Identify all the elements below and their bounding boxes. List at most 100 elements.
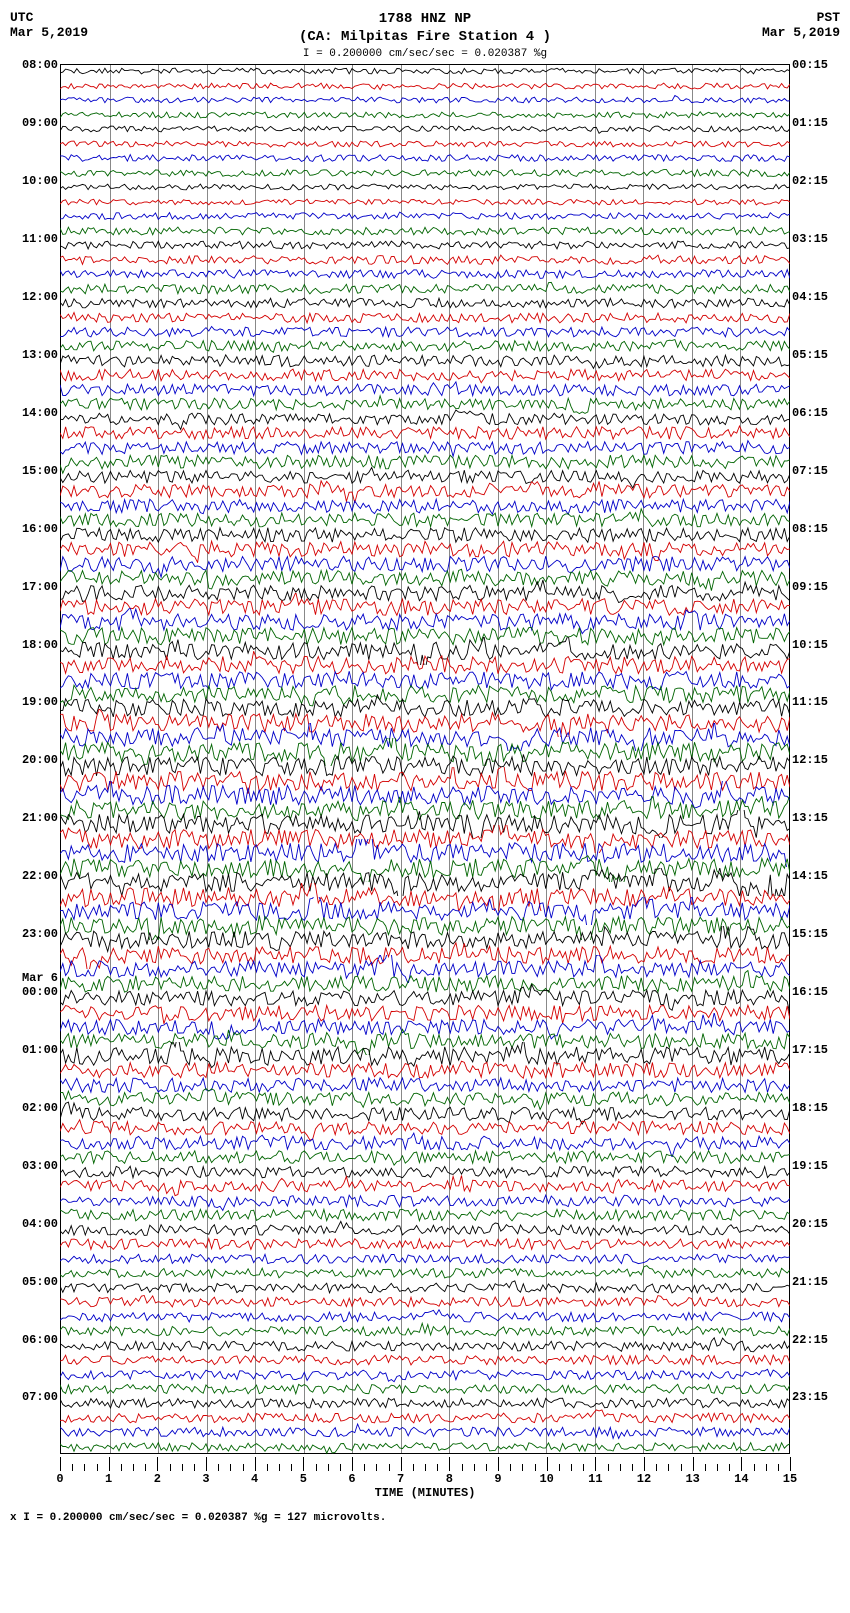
xtick-minor xyxy=(145,1464,146,1471)
header-left: UTC Mar 5,2019 xyxy=(10,10,100,40)
xtick-minor xyxy=(97,1464,98,1471)
pst-time-label: 02:15 xyxy=(792,174,840,188)
xtick-minor xyxy=(754,1464,755,1471)
xtick-minor xyxy=(766,1464,767,1471)
pst-time-label: 13:15 xyxy=(792,811,840,825)
utc-time-label: 18:00 xyxy=(10,638,58,652)
xtick-minor xyxy=(291,1464,292,1471)
xtick-minor xyxy=(608,1464,609,1471)
pst-time-label: 21:15 xyxy=(792,1275,840,1289)
xtick-minor xyxy=(510,1464,511,1471)
utc-time-label: 04:00 xyxy=(10,1217,58,1231)
pst-time-label: 06:15 xyxy=(792,406,840,420)
utc-time-label: 02:00 xyxy=(10,1101,58,1115)
utc-time-label: 23:00 xyxy=(10,927,58,941)
pst-time-label: 03:15 xyxy=(792,232,840,246)
xtick-minor xyxy=(583,1464,584,1471)
xtick-minor xyxy=(121,1464,122,1471)
xtick-minor xyxy=(84,1464,85,1471)
utc-time-label: 16:00 xyxy=(10,522,58,536)
utc-time-label: 12:00 xyxy=(10,290,58,304)
xtick-minor xyxy=(522,1464,523,1471)
xtick-label: 11 xyxy=(588,1472,602,1486)
xtick-label: 14 xyxy=(734,1472,748,1486)
pst-time-label: 01:15 xyxy=(792,116,840,130)
xtick-minor xyxy=(72,1464,73,1471)
xtick-minor xyxy=(778,1464,779,1471)
xtick-minor xyxy=(437,1464,438,1471)
station-location: (CA: Milpitas Fire Station 4 ) xyxy=(100,28,750,46)
xtick-minor xyxy=(218,1464,219,1471)
pst-time-label: 23:15 xyxy=(792,1390,840,1404)
xtick-minor xyxy=(328,1464,329,1471)
utc-label: UTC xyxy=(10,10,100,25)
footer-marker: I xyxy=(23,1512,30,1524)
pst-time-label: 00:15 xyxy=(792,58,840,72)
x-axis-title: TIME (MINUTES) xyxy=(375,1486,476,1500)
xtick-minor xyxy=(474,1464,475,1471)
utc-date: Mar 5,2019 xyxy=(10,25,100,40)
xtick-minor xyxy=(316,1464,317,1471)
station-id: 1788 HNZ NP xyxy=(100,10,750,28)
pst-time-label: 14:15 xyxy=(792,869,840,883)
footer-text: = 0.200000 cm/sec/sec = 0.020387 %g = 12… xyxy=(36,1512,386,1524)
xtick-label: 2 xyxy=(154,1472,161,1486)
xtick-minor xyxy=(559,1464,560,1471)
seismogram-container: UTC Mar 5,2019 1788 HNZ NP (CA: Milpitas… xyxy=(10,10,840,1524)
pst-time-label: 20:15 xyxy=(792,1217,840,1231)
plot-area: TIME (MINUTES) 0123456789101112131415 08… xyxy=(10,64,840,1494)
xtick-label: 1 xyxy=(105,1472,112,1486)
xtick-minor xyxy=(620,1464,621,1471)
xtick-minor xyxy=(133,1464,134,1471)
xtick-minor xyxy=(632,1464,633,1471)
pst-time-label: 07:15 xyxy=(792,464,840,478)
trace-row xyxy=(60,1440,790,1454)
pst-label: PST xyxy=(750,10,840,25)
xtick-minor xyxy=(389,1464,390,1471)
header-center: 1788 HNZ NP (CA: Milpitas Fire Station 4… xyxy=(100,10,750,60)
xtick-minor xyxy=(243,1464,244,1471)
xtick-label: 13 xyxy=(685,1472,699,1486)
xtick-label: 15 xyxy=(783,1472,797,1486)
xtick-minor xyxy=(571,1464,572,1471)
utc-time-label: 19:00 xyxy=(10,695,58,709)
utc-time-label: 00:00 xyxy=(10,985,58,999)
xtick-minor xyxy=(656,1464,657,1471)
xtick-minor xyxy=(170,1464,171,1471)
xtick-label: 7 xyxy=(397,1472,404,1486)
xtick-minor xyxy=(230,1464,231,1471)
utc-time-label: 06:00 xyxy=(10,1333,58,1347)
seismic-trace xyxy=(60,1433,790,1461)
xtick-label: 5 xyxy=(300,1472,307,1486)
xtick-minor xyxy=(668,1464,669,1471)
footer-prefix: x xyxy=(10,1512,17,1524)
xtick-minor xyxy=(413,1464,414,1471)
utc-time-label: 08:00 xyxy=(10,58,58,72)
xtick-label: 12 xyxy=(637,1472,651,1486)
xtick-minor xyxy=(340,1464,341,1471)
xtick-label: 9 xyxy=(494,1472,501,1486)
xtick-label: 4 xyxy=(251,1472,258,1486)
utc-time-label: 13:00 xyxy=(10,348,58,362)
xtick-label: 8 xyxy=(446,1472,453,1486)
xtick-minor xyxy=(194,1464,195,1471)
pst-time-label: 04:15 xyxy=(792,290,840,304)
utc-time-label: 03:00 xyxy=(10,1159,58,1173)
utc-time-label: 20:00 xyxy=(10,753,58,767)
utc-time-label: 22:00 xyxy=(10,869,58,883)
pst-date: Mar 5,2019 xyxy=(750,25,840,40)
utc-time-label: 10:00 xyxy=(10,174,58,188)
xtick-minor xyxy=(681,1464,682,1471)
xtick-minor xyxy=(705,1464,706,1471)
pst-time-label: 10:15 xyxy=(792,638,840,652)
xtick-minor xyxy=(717,1464,718,1471)
footer-line: x I = 0.200000 cm/sec/sec = 0.020387 %g … xyxy=(10,1512,840,1524)
xtick-minor xyxy=(267,1464,268,1471)
pst-time-label: 17:15 xyxy=(792,1043,840,1057)
utc-time-label: 14:00 xyxy=(10,406,58,420)
utc-time-label: 21:00 xyxy=(10,811,58,825)
xtick-label: 10 xyxy=(539,1472,553,1486)
pst-time-label: 09:15 xyxy=(792,580,840,594)
xtick-minor xyxy=(729,1464,730,1471)
pst-time-label: 18:15 xyxy=(792,1101,840,1115)
